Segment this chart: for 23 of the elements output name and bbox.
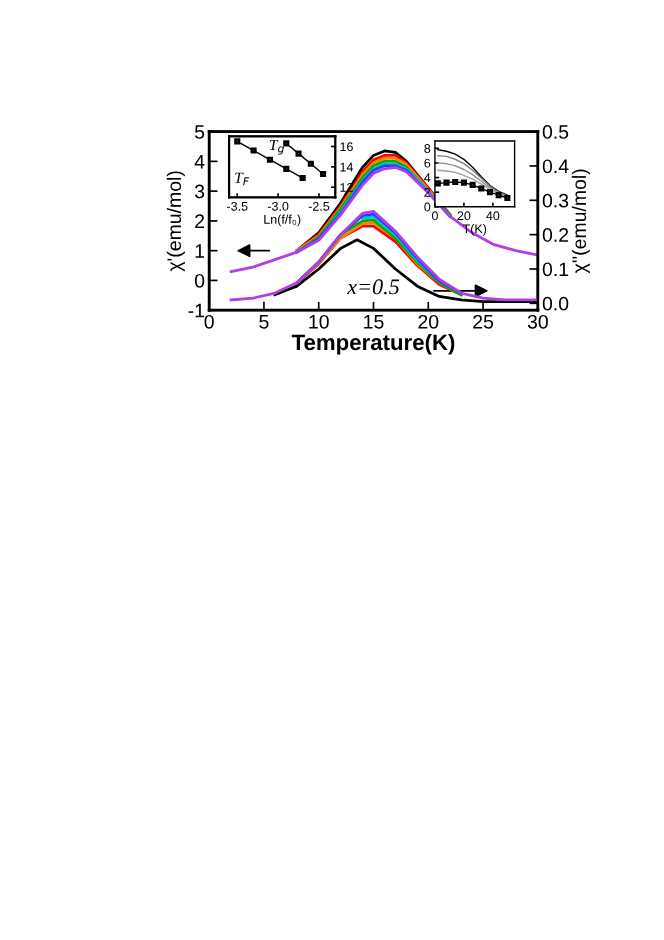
y2-tick-label: 0.5 <box>542 125 569 139</box>
y-tick-label: 3 <box>194 184 205 199</box>
x-tick-label: 25 <box>473 314 494 329</box>
y-tick-label: 5 <box>194 125 205 139</box>
y-axis-title: χ'(emu/mol) <box>166 171 185 272</box>
y2-tick-label: 0.3 <box>542 193 569 208</box>
annotation: x=0.5 <box>346 279 400 295</box>
y-tick-label: 1 <box>195 244 205 258</box>
x-tick-label: 10 <box>309 314 329 329</box>
x-tick-label: 15 <box>364 315 384 329</box>
y2-tick-label: 0.4 <box>542 159 569 174</box>
y-tick-label: 4 <box>194 155 205 169</box>
y-tick-label: -1 <box>188 303 205 318</box>
x-tick-label: 5 <box>259 315 269 329</box>
x-axis-title: Temperature(K) <box>291 333 455 355</box>
y2-tick-label: 0.2 <box>542 228 569 242</box>
y2-axis-title: χ''(emu/mol) <box>571 169 590 274</box>
y2-tick-label: 0.0 <box>542 296 569 311</box>
y2-tick-label: 0.1 <box>542 262 569 277</box>
y-tick-label: 2 <box>195 214 205 228</box>
x-tick-label: 30 <box>527 314 548 329</box>
y-tick-label: 0 <box>194 273 205 288</box>
x-tick-label: 20 <box>418 314 439 329</box>
